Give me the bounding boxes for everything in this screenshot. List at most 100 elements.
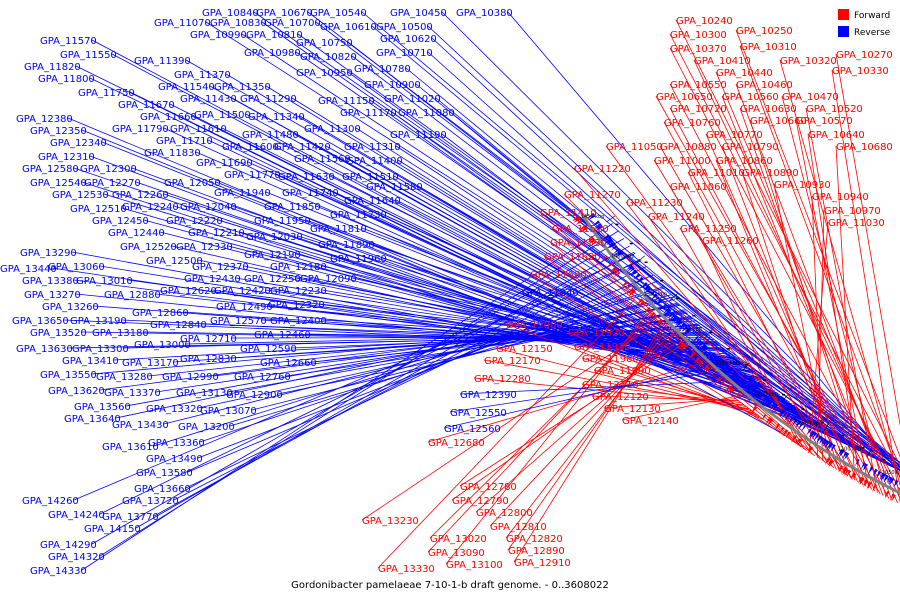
gene-label-reverse[interactable]: GPA_11580: [366, 182, 423, 193]
gene-label-forward[interactable]: GPA_12140: [622, 416, 679, 427]
gene-label-reverse[interactable]: GPA_13380: [22, 276, 79, 287]
gene-label-reverse[interactable]: GPA_12560: [444, 424, 501, 435]
gene-label-reverse[interactable]: GPA_11740: [282, 188, 339, 199]
gene-label-forward[interactable]: GPA_11680: [530, 270, 587, 281]
gene-label-reverse[interactable]: GPA_12540: [30, 178, 87, 189]
gene-label-forward[interactable]: GPA_10970: [824, 206, 881, 217]
gene-label-forward[interactable]: GPA_12000: [506, 320, 563, 331]
gene-label-reverse[interactable]: GPA_12990: [162, 372, 219, 383]
gene-label-reverse[interactable]: GPA_12320: [268, 300, 325, 311]
gene-label-reverse[interactable]: GPA_10750: [296, 38, 353, 49]
gene-label-reverse[interactable]: GPA_12030: [246, 232, 303, 243]
gene-label-reverse[interactable]: GPA_11430: [180, 94, 237, 105]
gene-label-reverse[interactable]: GPA_11370: [174, 70, 231, 81]
gene-label-reverse[interactable]: GPA_11670: [118, 100, 175, 111]
gene-label-reverse[interactable]: GPA_11540: [158, 82, 215, 93]
gene-label-forward[interactable]: GPA_10570: [796, 116, 853, 127]
gene-label-forward[interactable]: GPA_12110: [582, 380, 639, 391]
gene-label-reverse[interactable]: GPA_13180: [92, 328, 149, 339]
gene-label-forward[interactable]: GPA_12680: [428, 438, 485, 449]
gene-label-reverse[interactable]: GPA_12570: [210, 316, 267, 327]
gene-label-forward[interactable]: GPA_10470: [782, 92, 839, 103]
gene-label-reverse[interactable]: GPA_11510: [342, 172, 399, 183]
gene-label-reverse[interactable]: GPA_13130: [176, 388, 233, 399]
gene-label-reverse[interactable]: GPA_11750: [78, 88, 135, 99]
gene-label-reverse[interactable]: GPA_11800: [38, 74, 95, 85]
gene-label-forward[interactable]: GPA_12890: [508, 546, 565, 557]
gene-label-reverse[interactable]: GPA_12300: [80, 164, 137, 175]
gene-label-reverse[interactable]: GPA_14260: [22, 496, 79, 507]
gene-label-reverse[interactable]: GPA_11830: [144, 148, 201, 159]
gene-label-reverse[interactable]: GPA_11950: [254, 216, 311, 227]
gene-label-reverse[interactable]: GPA_12520: [120, 242, 177, 253]
gene-label-forward[interactable]: GPA_10550: [670, 80, 727, 91]
gene-label-reverse[interactable]: GPA_11770: [224, 170, 281, 181]
gene-label-reverse[interactable]: GPA_12490: [216, 302, 273, 313]
gene-label-reverse[interactable]: GPA_11840: [522, 288, 579, 299]
gene-label-forward[interactable]: GPA_10320: [780, 56, 837, 67]
gene-label-reverse[interactable]: GPA_11420: [274, 142, 331, 153]
gene-label-forward[interactable]: GPA_11240: [648, 212, 705, 223]
gene-label-reverse[interactable]: GPA_12660: [260, 358, 317, 369]
gene-label-forward[interactable]: GPA_12130: [604, 404, 661, 415]
gene-label-reverse[interactable]: GPA_10830: [210, 18, 267, 29]
gene-label-forward[interactable]: GPA_12170: [484, 356, 541, 367]
gene-label-reverse[interactable]: GPA_10540: [310, 8, 367, 19]
gene-label-forward[interactable]: GPA_12780: [460, 482, 517, 493]
gene-label-reverse[interactable]: GPA_13370: [104, 388, 161, 399]
gene-label-reverse[interactable]: GPA_13550: [40, 370, 97, 381]
gene-label-reverse[interactable]: GPA_12250: [244, 274, 301, 285]
gene-label-reverse[interactable]: GPA_13610: [102, 442, 159, 453]
gene-label-forward[interactable]: GPA_12120: [592, 392, 649, 403]
gene-label-reverse[interactable]: GPA_11690: [196, 158, 253, 169]
gene-label-forward[interactable]: GPA_11230: [626, 198, 683, 209]
gene-label-reverse[interactable]: GPA_10670: [256, 8, 313, 19]
gene-label-forward[interactable]: GPA_12280: [474, 374, 531, 385]
gene-label-reverse[interactable]: GPA_11850: [264, 202, 321, 213]
gene-label-reverse[interactable]: GPA_12190: [244, 250, 301, 261]
gene-label-reverse[interactable]: GPA_12830: [180, 354, 237, 365]
gene-label-reverse[interactable]: GPA_11790: [112, 124, 169, 135]
gene-label-reverse[interactable]: GPA_12880: [104, 290, 161, 301]
gene-label-reverse[interactable]: GPA_13660: [134, 484, 191, 495]
gene-label-reverse[interactable]: GPA_11080: [398, 108, 455, 119]
gene-label-forward[interactable]: GPA_13230: [362, 516, 419, 527]
gene-label-reverse[interactable]: GPA_14290: [40, 540, 97, 551]
gene-label-reverse[interactable]: GPA_11310: [344, 142, 401, 153]
gene-label-reverse[interactable]: GPA_13630: [16, 344, 73, 355]
gene-label-forward[interactable]: GPA_11920: [568, 328, 625, 339]
gene-label-forward[interactable]: GPA_10890: [742, 168, 799, 179]
gene-label-reverse[interactable]: GPA_11560: [294, 154, 351, 165]
gene-label-reverse[interactable]: GPA_11960: [330, 254, 387, 265]
gene-label-forward[interactable]: GPA_10880: [660, 142, 717, 153]
gene-label-forward[interactable]: GPA_10660: [750, 116, 807, 127]
gene-label-reverse[interactable]: GPA_13290: [20, 248, 77, 259]
gene-label-reverse[interactable]: GPA_12580: [22, 164, 79, 175]
gene-label-reverse[interactable]: GPA_12590: [240, 344, 297, 355]
gene-label-forward[interactable]: GPA_11030: [828, 218, 885, 229]
gene-label-reverse[interactable]: GPA_13170: [122, 358, 179, 369]
gene-label-forward[interactable]: GPA_12810: [490, 522, 547, 533]
gene-label-reverse[interactable]: GPA_13720: [122, 496, 179, 507]
gene-label-reverse[interactable]: GPA_14150: [84, 524, 141, 535]
gene-label-forward[interactable]: GPA_11260: [702, 236, 759, 247]
gene-label-reverse[interactable]: GPA_13520: [30, 328, 87, 339]
gene-label-reverse[interactable]: GPA_10450: [390, 8, 447, 19]
gene-label-forward[interactable]: GPA_13330: [378, 564, 435, 575]
gene-label-forward[interactable]: GPA_10410: [694, 56, 751, 67]
gene-label-forward[interactable]: GPA_10240: [676, 16, 733, 27]
gene-label-forward[interactable]: GPA_10310: [740, 42, 797, 53]
gene-label-reverse[interactable]: GPA_12210: [188, 228, 245, 239]
gene-label-reverse[interactable]: GPA_10810: [246, 30, 303, 41]
gene-label-forward[interactable]: GPA_11060: [670, 182, 727, 193]
gene-label-reverse[interactable]: GPA_10980: [244, 48, 301, 59]
gene-label-forward[interactable]: GPA_10790: [722, 142, 779, 153]
gene-label-reverse[interactable]: GPA_10820: [300, 52, 357, 63]
gene-label-reverse[interactable]: GPA_11400: [346, 156, 403, 167]
gene-label-reverse[interactable]: GPA_12460: [254, 330, 311, 341]
gene-label-forward[interactable]: GPA_11520: [552, 224, 609, 235]
gene-label-reverse[interactable]: GPA_11390: [134, 56, 191, 67]
gene-label-reverse[interactable]: GPA_11500: [194, 110, 251, 121]
gene-label-forward[interactable]: GPA_11620: [544, 252, 601, 263]
gene-label-forward[interactable]: GPA_11220: [574, 164, 631, 175]
